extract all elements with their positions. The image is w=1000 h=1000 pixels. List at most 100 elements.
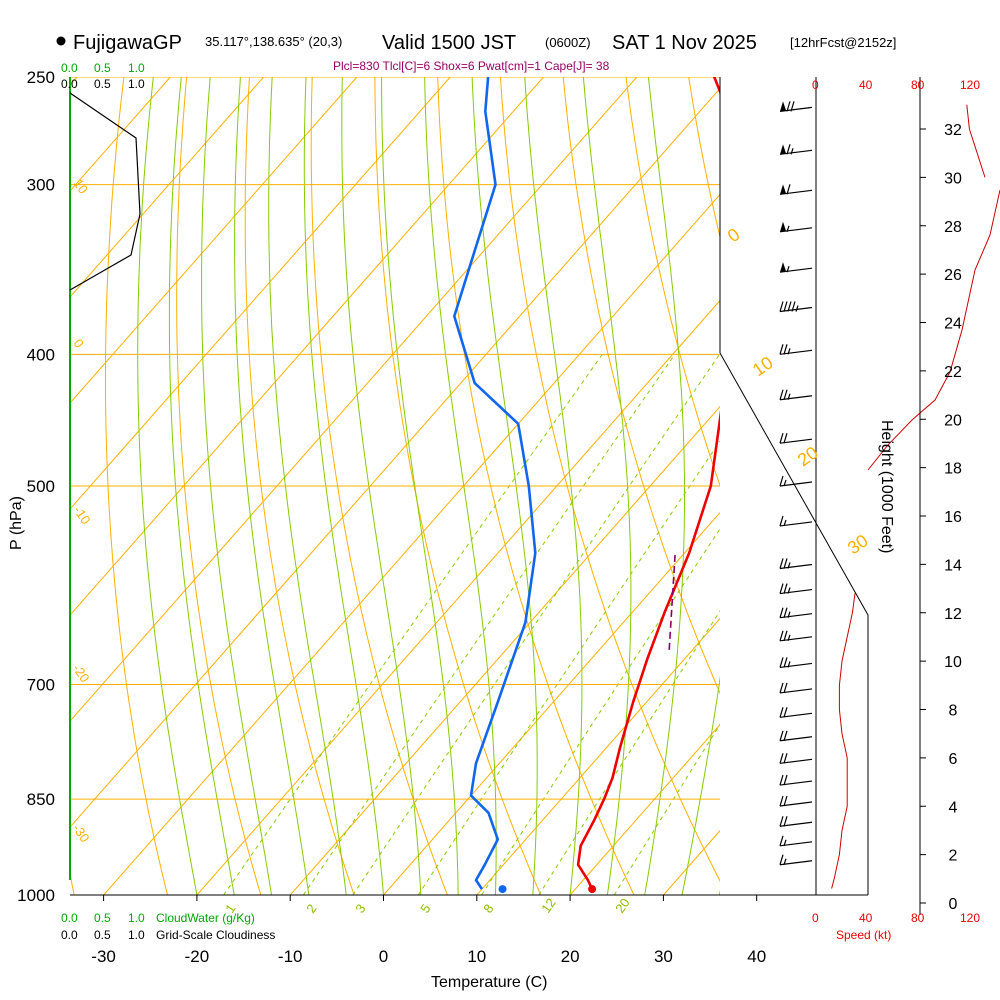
moist-adiabat-line <box>234 77 310 895</box>
height-tick-label: 22 <box>944 364 962 381</box>
wind-barb-staff <box>779 267 813 273</box>
wind-barb <box>779 515 813 527</box>
wind-barb-flag <box>779 682 784 694</box>
height-tick-label: 14 <box>944 557 962 574</box>
wind-barb-half <box>790 148 794 155</box>
wind-barb-flag <box>779 795 784 807</box>
wind-barb <box>779 730 813 742</box>
wind-barb <box>779 101 813 112</box>
wind-barb-flag <box>783 753 788 764</box>
x-tick-label: 40 <box>747 947 766 966</box>
moist-adiabat-line <box>681 77 720 895</box>
speed-label: Speed (kt) <box>836 928 891 942</box>
mixing-ratio-line <box>538 610 720 895</box>
dewpoint-line <box>452 77 537 890</box>
height-tick-label: 30 <box>944 170 962 187</box>
wind-barb-staff <box>779 801 813 807</box>
wind-barb-staff <box>779 395 813 401</box>
wind-panel-edge <box>719 352 869 895</box>
pressure-tick-label: 850 <box>27 790 55 809</box>
wind-barb <box>779 301 813 313</box>
mixing-ratio-label: 12 <box>538 895 559 915</box>
wind-barb-flag <box>783 707 788 718</box>
x-tick-label: -20 <box>185 947 210 966</box>
isotherm-label: -20 <box>70 661 93 685</box>
wind-barb-staff <box>779 106 813 112</box>
wind-barb-staff <box>779 758 813 764</box>
cloudiness-top-tick-1: 0.5 <box>94 77 111 91</box>
mixing-ratio-line <box>613 723 720 895</box>
speed-tick-0: 0 <box>812 911 819 925</box>
wind-barb-flag <box>779 854 784 865</box>
cloudiness-top-tick-2: 1.0 <box>128 77 145 91</box>
wind-barb-flag <box>783 389 788 400</box>
wind-barb-staff <box>779 662 813 669</box>
valid-date: SAT 1 Nov 2025 <box>612 32 757 54</box>
wind-barb-flag <box>779 816 784 827</box>
dry-adiabat-label: 20 <box>794 442 822 470</box>
wind-barb-pennant <box>780 184 786 195</box>
height-tick-label: 10 <box>944 654 962 671</box>
surface-temperature-point <box>588 885 597 894</box>
pressure-tick-label: 700 <box>27 676 55 695</box>
station-coords: 35.117°,138.635° (20,3) <box>205 34 342 49</box>
wind-barb-flag <box>783 433 788 444</box>
pressure-tick-label: 400 <box>27 345 55 364</box>
cloudiness-tick-2: 1.0 <box>128 928 145 942</box>
wind-barb-pennant <box>780 101 786 112</box>
wind-barb-staff <box>779 688 813 694</box>
wind-barb-staff <box>779 563 813 570</box>
station-name: FujigawaGP <box>73 32 182 54</box>
wind-barb-flag <box>786 144 791 155</box>
wind-barb-half <box>786 225 790 233</box>
wind-barb-flag <box>779 515 784 527</box>
isotherm-line <box>850 77 1000 895</box>
wind-barb-flag <box>783 730 788 741</box>
height-tick-label: 12 <box>944 606 962 623</box>
wind-barb-flag <box>779 607 784 618</box>
chart-axes <box>69 77 926 915</box>
wind-barb-flag <box>783 344 788 355</box>
wind-barb-half <box>783 479 787 487</box>
wind-barb-flag <box>779 344 784 355</box>
isotherm-line <box>70 77 265 298</box>
mixing-ratio-line <box>352 354 720 895</box>
wind-barb-flag <box>779 630 784 641</box>
mixing-ratio-label: 5 <box>417 901 433 916</box>
wind-barb-staff <box>779 349 813 355</box>
cloudiness-curve <box>69 92 141 291</box>
wind-barb <box>779 583 813 595</box>
wind-barb-half <box>787 393 791 400</box>
wind-barb-flag <box>779 475 784 487</box>
cloudiness-tick-1: 0.5 <box>94 928 111 942</box>
dry-adiabat-label: 10 <box>749 352 777 380</box>
isotherm-line <box>569 723 720 895</box>
dry-adiabat-line <box>995 53 1000 924</box>
speed-tick-1: 40 <box>859 911 873 925</box>
wind-barb-flag <box>779 774 784 786</box>
wind-barb-flag <box>779 433 784 444</box>
moist-adiabat-line <box>524 77 583 895</box>
wind-barb <box>779 835 813 847</box>
dry-adiabat-label: 30 <box>844 530 872 558</box>
wind-barb-flag <box>779 730 784 741</box>
speed-tick-3: 120 <box>960 911 980 925</box>
wind-barb-half <box>783 858 787 865</box>
wind-barb-flag <box>779 753 784 764</box>
wind-barb <box>779 475 813 487</box>
moist-adiabat-line <box>644 77 685 895</box>
wind-barb-staff <box>779 821 813 827</box>
wind-barb-half <box>787 611 791 618</box>
height-tick-label: 6 <box>949 751 958 768</box>
height-tick-label: 18 <box>944 461 962 478</box>
wind-barb-flag <box>783 682 788 694</box>
height-tick-label: 28 <box>944 219 962 236</box>
x-tick-label: -30 <box>91 947 116 966</box>
wind-barb-staff <box>779 306 813 313</box>
wind-barb-staff <box>779 521 813 527</box>
x-tick-label: 0 <box>379 947 388 966</box>
wind-barb-flag <box>779 835 784 846</box>
isotherm-line <box>943 77 1000 895</box>
height-tick-label: 20 <box>944 412 962 429</box>
moist-adiabat-line <box>137 77 198 895</box>
